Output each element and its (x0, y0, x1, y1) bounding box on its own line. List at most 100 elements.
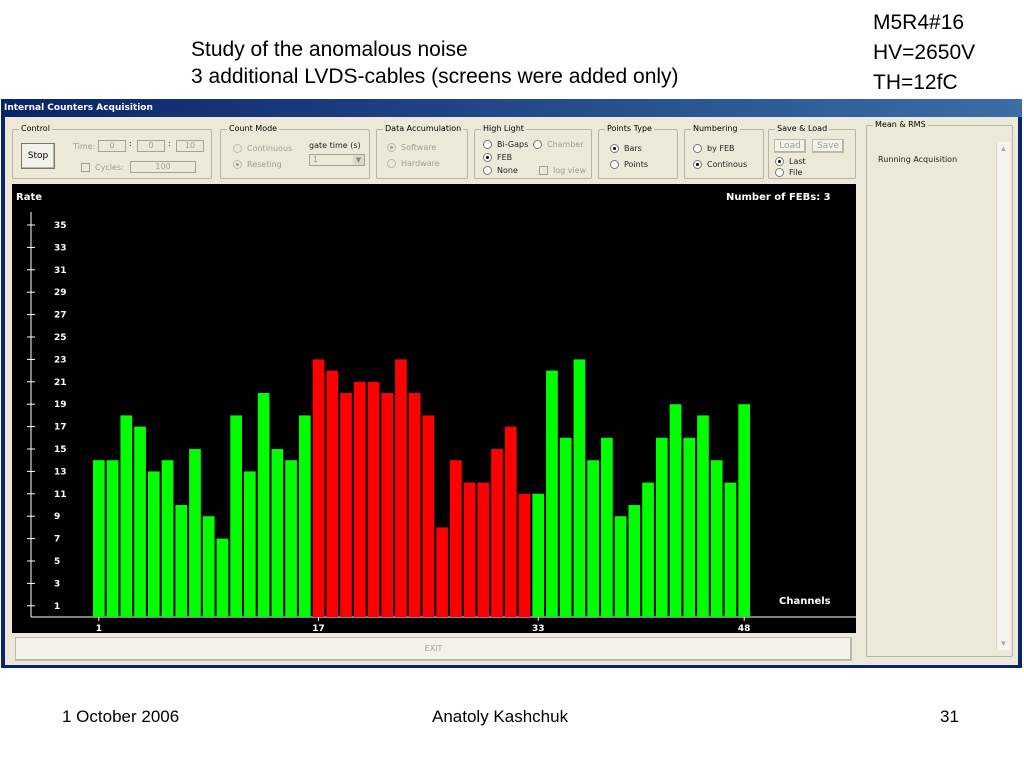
feb-count-label: Number of FEBs: 3 (726, 192, 831, 203)
x-tick-label: 1 (96, 624, 102, 633)
log-view-label: log view (553, 166, 587, 175)
cycles-checkbox[interactable] (81, 163, 90, 172)
bar-channel-13 (257, 393, 270, 617)
bar-channel-9 (202, 516, 215, 617)
y-tick-label: 15 (54, 445, 67, 455)
continous-label: Continous (707, 160, 748, 169)
points-label: Points (624, 160, 649, 169)
y-tick-label: 31 (54, 266, 67, 276)
y-axis-label: Rate (16, 192, 42, 203)
reseting-label: Reseting (247, 160, 282, 169)
bar-channel-32 (518, 493, 531, 617)
slide-meta: M5R4#16 HV=2650V TH=12fC (873, 8, 975, 98)
file-label: File (789, 168, 803, 177)
cycles-label: Cycles: (95, 163, 124, 172)
exit-button[interactable]: EXIT (15, 637, 852, 661)
count-mode-group-title: Count Mode (227, 124, 280, 133)
x-axis-label: Channels (779, 596, 831, 607)
cycles-field[interactable]: 100 (130, 161, 196, 173)
bar-channel-34 (546, 370, 558, 617)
chamber-label: Chamber (547, 140, 584, 149)
chevron-down-icon: ▼ (353, 155, 364, 165)
bar-channel-7 (175, 505, 188, 617)
y-tick-label: 9 (54, 512, 60, 522)
gate-time-select[interactable]: 1 ▼ (309, 154, 365, 166)
bigaps-radio[interactable] (483, 140, 492, 149)
save-load-group-title: Save & Load (775, 124, 830, 133)
save-button[interactable]: Save (812, 139, 844, 153)
software-label: Software (401, 143, 437, 152)
rate-chart: Rate Number of FEBs: 3 Channels 35 33 31 29… (12, 184, 856, 634)
time-hours-field[interactable]: 0 (98, 140, 126, 152)
load-button[interactable]: Load (774, 139, 806, 153)
y-tick-label: 11 (54, 490, 67, 500)
bar-channel-27 (449, 460, 462, 617)
time-colon-1: : (129, 139, 132, 148)
bar-channel-2 (106, 460, 119, 617)
x-tick-label: 17 (312, 624, 325, 633)
time-minutes-field[interactable]: 0 (137, 140, 165, 152)
time-seconds-field[interactable]: 10 (176, 140, 204, 152)
bar-channel-46 (710, 460, 723, 617)
last-label: Last (789, 157, 806, 166)
bar-channel-39 (614, 516, 627, 617)
bar-channel-48 (738, 404, 751, 617)
none-radio[interactable] (483, 166, 492, 175)
high-voltage: HV=2650V (873, 41, 976, 64)
bars-radio[interactable] (610, 144, 619, 153)
bars-label: Bars (624, 144, 642, 153)
reseting-radio[interactable] (233, 160, 242, 169)
feb-radio[interactable] (483, 153, 492, 162)
bar-channel-38 (601, 437, 613, 617)
gate-time-label: gate time (s) (309, 141, 361, 150)
points-radio[interactable] (610, 160, 619, 169)
window-titlebar: Internal Counters Acquisition (1, 99, 1022, 117)
points-type-group: Points Type Bars Points (598, 124, 678, 179)
stop-button[interactable]: Stop (21, 143, 55, 169)
save-load-group: Save & Load Load Save Last File (768, 124, 856, 179)
bar-channel-4 (134, 426, 146, 617)
mean-rms-group-title: Mean & RMS (873, 120, 928, 129)
bigaps-label: Bi-Gaps (497, 140, 529, 149)
bar-channel-5 (147, 471, 160, 617)
scroll-up-icon[interactable]: ▲ (999, 144, 1008, 153)
bar-channel-10 (216, 538, 229, 617)
bar-channel-41 (642, 482, 654, 617)
scroll-down-icon[interactable]: ▼ (999, 639, 1008, 648)
bar-channel-16 (298, 415, 311, 617)
y-tick-label: 35 (54, 221, 67, 231)
time-label: Time: (73, 142, 96, 151)
bar-channel-45 (697, 415, 709, 617)
control-group: Control Stop Time: 0 : 0 : 10 Cycles: 10… (12, 124, 212, 179)
bar-channel-14 (271, 449, 284, 617)
continuous-radio[interactable] (233, 144, 242, 153)
data-accumulation-group: Data Accumulation Software Hardware (376, 124, 468, 179)
slide-title-line-1: Study of the anomalous noise (191, 38, 468, 61)
file-radio[interactable] (775, 168, 784, 177)
software-radio[interactable] (387, 143, 396, 152)
x-tick-label: 33 (532, 624, 545, 633)
bar-channel-17 (312, 359, 325, 617)
last-radio[interactable] (775, 157, 784, 166)
none-label: None (497, 166, 518, 175)
log-view-checkbox[interactable] (539, 166, 548, 175)
feb-label: FEB (497, 153, 513, 162)
by-feb-radio[interactable] (693, 144, 702, 153)
bar-channel-25 (422, 415, 435, 617)
mean-rms-scrollbar[interactable]: ▲ ▼ (996, 142, 1010, 650)
hardware-radio[interactable] (387, 159, 396, 168)
numbering-group-title: Numbering (691, 124, 740, 133)
control-group-title: Control (19, 124, 52, 133)
bar-channel-15 (285, 460, 297, 617)
bar-channel-28 (463, 482, 476, 617)
bar-channel-29 (477, 482, 490, 617)
y-tick-label: 13 (54, 467, 67, 477)
bar-channel-31 (504, 426, 517, 617)
y-tick-label: 1 (54, 602, 60, 612)
chamber-radio[interactable] (533, 140, 542, 149)
high-light-group-title: High Light (481, 124, 526, 133)
bar-channel-20 (353, 381, 366, 617)
bar-channel-8 (189, 449, 201, 617)
continous-radio[interactable] (693, 160, 702, 169)
